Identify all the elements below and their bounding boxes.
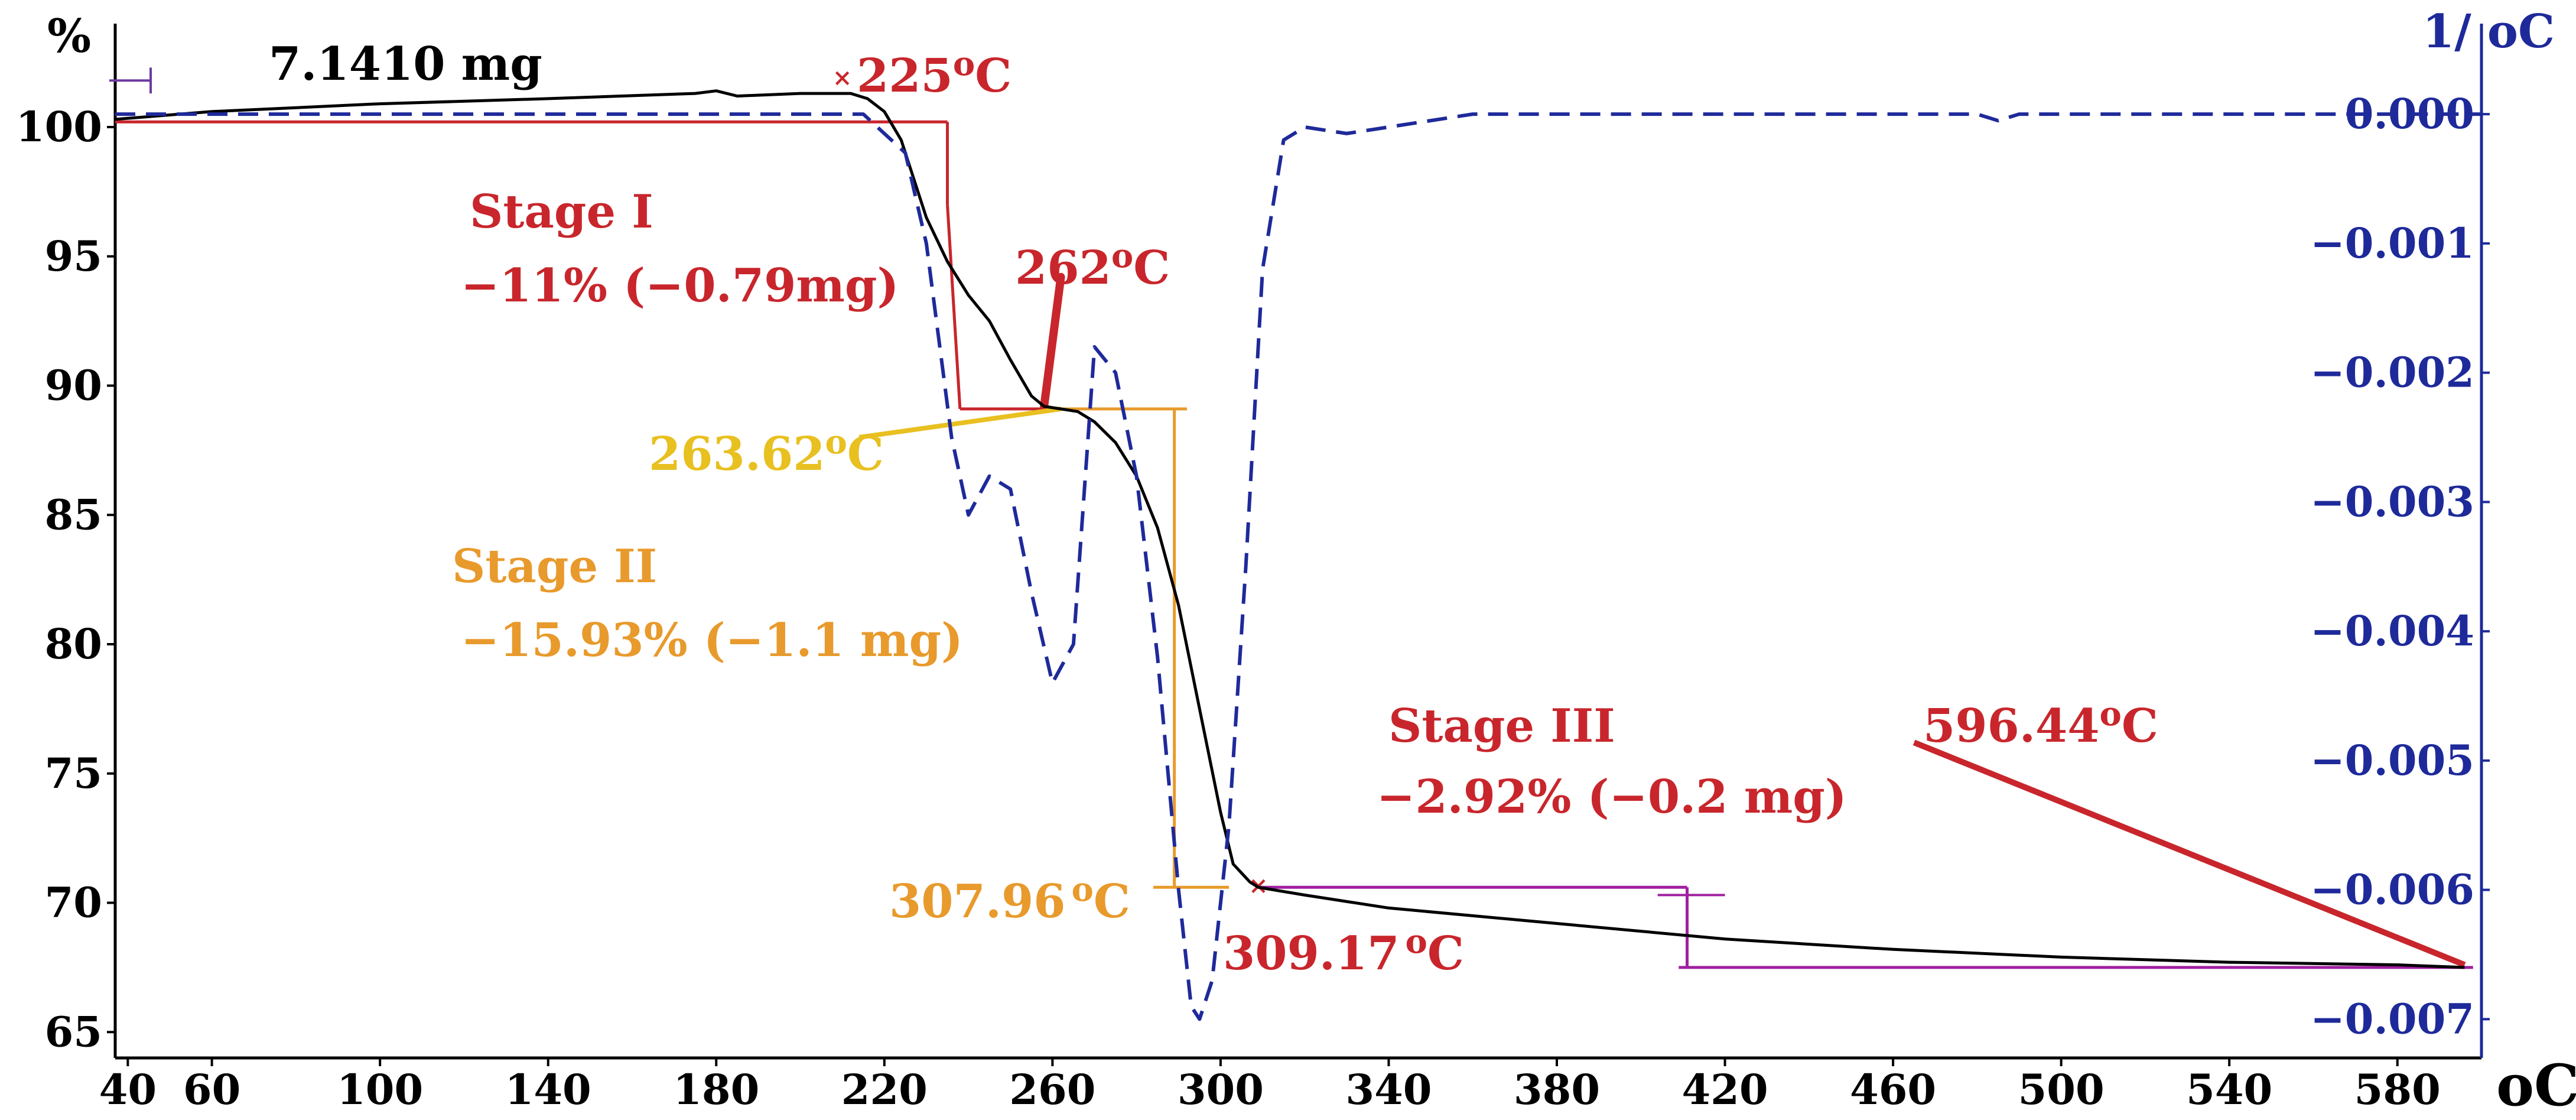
stage3-title: Stage III [1388, 699, 1615, 753]
degree-c: C [847, 427, 884, 481]
right-tick-label: −0.002 [2310, 348, 2474, 397]
stage2-start-pointer [858, 406, 1062, 440]
stage1-start-temp: 225oC [857, 44, 1011, 103]
left-tick-label: 100 [16, 102, 102, 151]
left-tick-label: 85 [45, 490, 102, 539]
x-tick-label: 140 [505, 1065, 591, 1114]
left-tick-label: 80 [45, 619, 102, 668]
left-axis-unit: % [47, 9, 91, 63]
x-tick-label: 300 [1178, 1065, 1264, 1114]
degree-c: C [975, 49, 1011, 103]
x-axis-unit: oC [2496, 1052, 2576, 1119]
left-tick-label: 65 [45, 1007, 102, 1056]
degree-c: C [1427, 927, 1464, 981]
x-tick-label: 60 [183, 1065, 240, 1114]
x-tick-label: 500 [2018, 1065, 2105, 1114]
degree-c: C [2122, 699, 2158, 753]
right-tick-label: −0.006 [2310, 865, 2474, 914]
stage3-end-temp: 596.44oC [1923, 694, 2158, 753]
right-tick-label: −0.001 [2310, 219, 2474, 268]
stage1-end-pointer [1040, 272, 1065, 411]
stage2-end-value: 307.96 [889, 875, 1066, 929]
x-tick-label: 460 [1850, 1065, 1936, 1114]
stage1-title: Stage I [470, 185, 653, 239]
stage1-start-value: 225 [857, 49, 953, 103]
stage3-loss: −2.92% (−0.2 mg) [1377, 770, 1847, 824]
x-tick-label: 580 [2354, 1065, 2441, 1114]
stage1-end-value: 262 [1015, 241, 1111, 295]
stage1-vertical-line [946, 204, 962, 410]
stage3-start-value: 309.17 [1223, 927, 1400, 981]
degree-sup: o [825, 423, 847, 462]
stage-lines-layer: ×× [115, 64, 2473, 969]
right-tick-label: −0.003 [2310, 477, 2474, 526]
stage2-loss: −15.93% (−1.1 mg) [461, 613, 963, 667]
tick-layer: 100959085807570650.000−0.001−0.002−0.003… [16, 89, 2490, 1114]
left-tick-label: 95 [45, 232, 102, 281]
left-tick-label: 75 [45, 749, 102, 798]
left-tick-label: 70 [45, 878, 102, 927]
stage2-start-value: 263.62 [649, 427, 825, 481]
degree-sup: o [2100, 694, 2122, 733]
x-tick-label: 180 [673, 1065, 759, 1114]
degree-c: C [1094, 875, 1130, 929]
right-tick-label: −0.007 [2310, 994, 2474, 1043]
right-tick-label: −0.004 [2310, 606, 2474, 655]
stage3-end-value: 596.44 [1923, 699, 2100, 753]
x-tick-label: 220 [841, 1065, 928, 1114]
degree-c: C [1133, 241, 1170, 295]
x-tick-label: 260 [1009, 1065, 1095, 1114]
x-tick-label: 380 [1514, 1065, 1600, 1114]
degree-sup: o [1072, 870, 1094, 909]
stage1-end-temp: 262oC [1015, 236, 1170, 295]
stage3-end-pointer [1913, 739, 2466, 968]
tga-curve [115, 89, 2465, 969]
axes-layer [109, 24, 2483, 1060]
right-tick-label: −0.005 [2310, 736, 2474, 785]
x-tick-label: 540 [2186, 1065, 2272, 1114]
x-tick-label: 340 [1345, 1065, 1432, 1114]
stage2-end-temp: 307.96 oC [889, 870, 1130, 929]
x-tick-label: 40 [99, 1065, 157, 1114]
sample-mass-label: 7.1410 mg [269, 37, 542, 91]
stage3-start-temp: 309.17 oC [1223, 922, 1464, 981]
dtg-curve [115, 112, 2481, 1021]
left-tick-label: 90 [45, 361, 102, 410]
degree-sup: o [1111, 236, 1133, 275]
stage2-start-temp: 263.62oC [649, 423, 884, 481]
stage1-loss: −11% (−0.79mg) [461, 259, 899, 313]
x-tick-label: 420 [1681, 1065, 1768, 1114]
right-axis-unit: 1/ oC [2422, 5, 2555, 59]
stage1-start-marker: × [832, 64, 853, 92]
degree-sup: o [1406, 922, 1427, 961]
x-tick-label: 100 [337, 1065, 423, 1114]
degree-sup: o [953, 44, 975, 83]
series-layer [115, 89, 2481, 1021]
stage2-title: Stage II [452, 540, 657, 593]
